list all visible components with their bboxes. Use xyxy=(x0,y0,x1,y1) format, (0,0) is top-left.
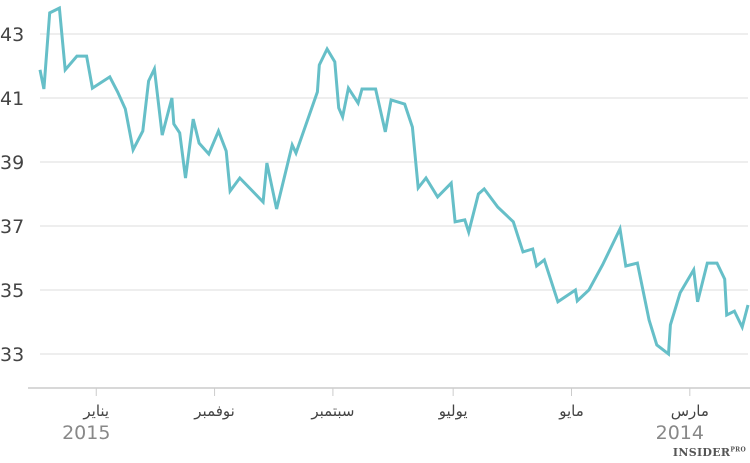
x-tick-label: يناير xyxy=(82,402,109,420)
y-tick-label: 41 xyxy=(0,88,24,110)
x-tick-label: يوليو xyxy=(438,402,468,420)
y-tick-label: 37 xyxy=(0,216,24,238)
logo-sup: PRO xyxy=(730,446,746,454)
x-tick-label: سبتمبر xyxy=(310,402,354,420)
series-line xyxy=(38,5,750,357)
x-tick-label: نوفمبر xyxy=(193,402,235,420)
insider-pro-logo: INSIDERPRO xyxy=(673,446,746,459)
y-tick-label: 33 xyxy=(0,344,24,366)
x-tick-label: مايو xyxy=(558,402,584,420)
x-tick-label: مارس xyxy=(671,402,709,420)
logo-text: INSIDER xyxy=(672,446,731,459)
year-label: 2014 xyxy=(656,422,704,444)
y-tick-label: 39 xyxy=(0,152,24,174)
y-tick-label: 35 xyxy=(0,280,24,302)
year-label: 2015 xyxy=(62,422,110,444)
y-tick-label: 43 xyxy=(0,24,24,46)
